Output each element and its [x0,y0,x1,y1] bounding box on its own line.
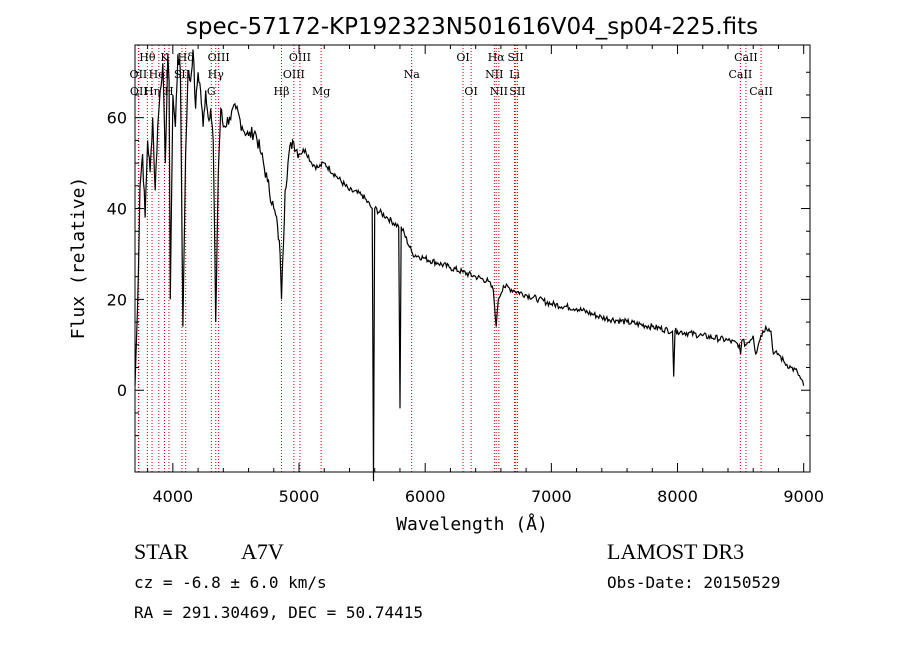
line-marker-label: Li [509,68,520,81]
line-marker-label: NII [485,68,503,81]
x-tick-label: 8000 [657,487,698,506]
line-marker-label: OI [464,85,477,98]
survey-name: LAMOST DR3 [607,539,745,564]
line-marker-label: Hα [488,51,506,64]
object-type: STAR [134,539,189,564]
line-marker-label: CaII [734,51,758,64]
line-marker-label: G [207,85,216,98]
x-axis-label: Wavelength (Å) [396,513,548,535]
coordinates: RA = 291.30469, DEC = 50.74415 [134,603,423,622]
line-marker-label: OII [130,68,148,81]
y-tick-label: 60 [107,109,127,128]
line-marker-label: OIII [283,68,305,81]
axis-ticks: 4000 5000 6000 7000 8000 9000 0 20 40 60 [107,45,824,506]
observation-date: Obs-Date: 20150529 [607,573,781,592]
spectrum-line [134,49,805,482]
plot-frame [134,44,811,473]
line-marker-label: OI [456,51,469,64]
line-marker-label: K [160,51,169,64]
line-marker-label: Mg [312,85,330,98]
y-tick-label: 0 [117,381,127,400]
line-marker-label: OII [130,85,148,98]
x-tick-label: 7000 [531,487,572,506]
y-tick-label: 40 [107,200,127,219]
spectral-subclass: A7V [241,539,284,564]
line-marker-label: Hβ [274,85,290,98]
line-marker-label: OIII [208,51,230,64]
line-marker-label: CaII [749,85,773,98]
line-marker-label: Hη [144,85,160,98]
line-marker-label: Hθ [139,51,156,64]
y-axis-label: Flux (relative) [68,177,89,340]
redshift-value: cz = -6.8 ± 6.0 km/s [134,573,327,592]
line-marker-label: OIII [289,51,311,64]
line-marker-label: NII [490,85,508,98]
chart-title: spec-57172-KP192323N501616V04_sp04-225.f… [186,14,758,40]
line-marker-label: CaII [729,68,753,81]
line-marker-label: Hγ [208,68,225,81]
line-marker-label: SII [509,85,525,98]
x-tick-label: 9000 [783,487,824,506]
x-tick-label: 6000 [405,487,446,506]
line-marker-label: HeI [149,68,169,81]
x-tick-label: 4000 [152,487,193,506]
y-tick-label: 20 [107,290,127,309]
line-marker-label: SII [508,51,524,64]
x-tick-label: 5000 [279,487,320,506]
line-marker-label: Na [404,68,421,81]
